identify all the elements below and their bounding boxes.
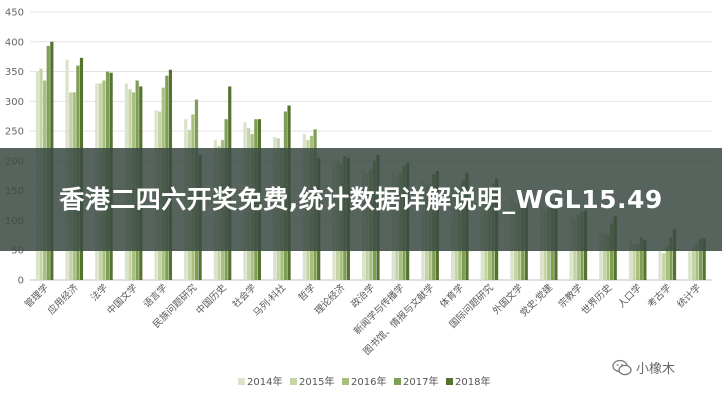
title-banner: 香港二四六开奖免费,统计数据详解说明_WGL15.49	[0, 148, 722, 251]
legend-label: 2014年	[247, 375, 282, 388]
x-tick-label: 哲学	[296, 282, 318, 304]
bar	[669, 237, 673, 280]
y-tick-label: 0	[18, 276, 24, 287]
y-tick-label: 350	[5, 67, 24, 78]
x-tick-label: 统计学	[675, 282, 704, 311]
legend-label: 2015年	[299, 375, 334, 388]
legend-swatch	[446, 378, 453, 385]
bar	[688, 251, 692, 280]
x-tick-label: 人口学	[615, 282, 644, 311]
legend-label: 2017年	[403, 375, 438, 388]
bar	[628, 241, 633, 280]
bar	[639, 237, 643, 280]
bar	[658, 251, 662, 280]
x-tick-label: 政治学	[348, 282, 377, 311]
bar	[691, 247, 695, 280]
x-tick-label: 应用经济	[45, 281, 81, 317]
x-tick-label: 宗教学	[556, 282, 585, 311]
bar	[602, 233, 607, 280]
banner-title: 香港二四六开奖免费,统计数据详解说明_WGL15.49	[59, 185, 663, 214]
legend-swatch	[290, 378, 297, 385]
watermark: 小橡木	[612, 358, 675, 377]
legend-swatch	[342, 378, 349, 385]
y-tick-label: 300	[5, 97, 24, 108]
legend-label: 2018年	[455, 375, 490, 388]
bar	[662, 253, 666, 280]
x-tick-label: 法学	[88, 282, 110, 304]
x-tick-label: 体育学	[437, 282, 466, 311]
y-tick-label: 450	[5, 8, 24, 19]
x-tick-label: 党史·党建	[518, 281, 556, 319]
bar	[698, 238, 703, 280]
x-tick-label: 语言学	[141, 282, 170, 311]
bar	[606, 234, 610, 280]
y-tick-label: 50	[11, 246, 24, 257]
watermark-text: 小橡木	[636, 362, 676, 377]
x-tick-label: 理论经济	[312, 281, 348, 317]
wechat-icon	[612, 359, 632, 375]
bar	[636, 244, 640, 280]
bar	[702, 238, 706, 280]
x-tick-label: 新闻学与传播学	[351, 282, 407, 338]
x-tick-label: 中国文学	[105, 282, 140, 317]
bar	[665, 245, 669, 280]
bar	[672, 229, 677, 280]
legend-swatch	[238, 378, 245, 385]
bar	[643, 240, 647, 280]
x-tick-label: 中国历史	[193, 281, 229, 317]
x-tick-label: 社会学	[230, 282, 259, 311]
x-tick-label: 考古学	[645, 282, 674, 311]
y-tick-label: 250	[5, 127, 24, 138]
legend-swatch	[394, 378, 401, 385]
x-tick-label: 管理学	[22, 282, 51, 311]
y-tick-label: 400	[5, 37, 24, 48]
bar	[610, 223, 614, 280]
x-tick-label: 马列·科社	[251, 281, 289, 319]
legend-label: 2016年	[351, 375, 386, 388]
x-tick-label: 世界历史	[579, 281, 615, 317]
legend: 2014年 2015年 2016年 2017年 2018年	[238, 375, 490, 388]
bar	[632, 243, 636, 280]
bar	[695, 243, 699, 280]
bar	[599, 232, 603, 280]
